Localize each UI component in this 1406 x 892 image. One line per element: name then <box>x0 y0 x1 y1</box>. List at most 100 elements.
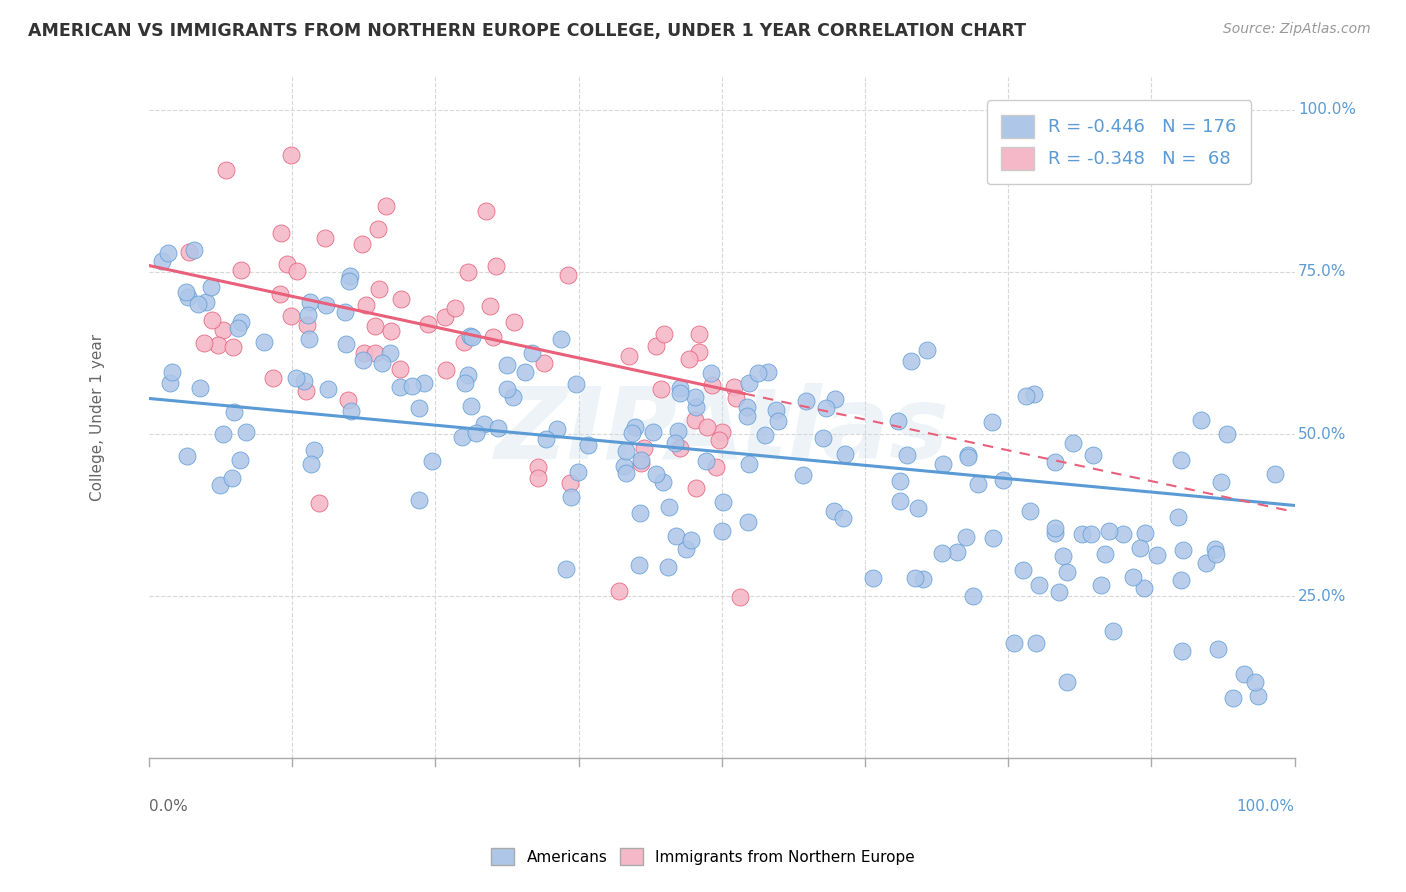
Point <box>915 343 938 357</box>
Point <box>560 490 582 504</box>
Point <box>955 530 977 544</box>
Point <box>457 368 479 383</box>
Point <box>628 558 651 572</box>
Point <box>747 366 769 380</box>
Point <box>834 447 856 461</box>
Point <box>1062 436 1084 450</box>
Point <box>177 290 200 304</box>
Point <box>911 572 934 586</box>
Point <box>688 327 710 342</box>
Point <box>756 365 779 379</box>
Point <box>229 263 252 277</box>
Point <box>297 318 319 333</box>
Point <box>641 425 664 440</box>
Point <box>389 362 412 376</box>
Point <box>335 337 357 351</box>
Point <box>1170 453 1192 467</box>
Point <box>1015 389 1038 403</box>
Point <box>1052 549 1074 564</box>
Point <box>967 476 990 491</box>
Point <box>896 448 918 462</box>
Point <box>276 257 298 271</box>
Point <box>339 404 361 418</box>
Point <box>513 365 536 379</box>
Point <box>907 500 929 515</box>
Point <box>1264 467 1286 481</box>
Point <box>565 377 588 392</box>
Point <box>1002 636 1025 650</box>
Point <box>527 471 550 485</box>
Point <box>1122 569 1144 583</box>
Point <box>617 349 640 363</box>
Point <box>298 332 321 346</box>
Point <box>315 298 337 312</box>
Point <box>371 356 394 370</box>
Point <box>316 382 339 396</box>
Point <box>1189 413 1212 427</box>
Point <box>614 467 637 481</box>
Legend: Americans, Immigrants from Northern Europe: Americans, Immigrants from Northern Euro… <box>485 842 921 871</box>
Point <box>1056 565 1078 579</box>
Point <box>388 380 411 394</box>
Point <box>1012 563 1035 577</box>
Text: 50.0%: 50.0% <box>1298 426 1347 442</box>
Point <box>831 510 853 524</box>
Point <box>413 376 436 390</box>
Point <box>302 443 325 458</box>
Point <box>1022 386 1045 401</box>
Point <box>981 531 1004 545</box>
Point <box>981 415 1004 429</box>
Point <box>738 457 761 471</box>
Point <box>356 298 378 312</box>
Point <box>434 363 457 377</box>
Point <box>496 358 519 372</box>
Point <box>308 496 330 510</box>
Point <box>401 379 423 393</box>
Legend: R = -0.446   N = 176, R = -0.348   N =  68: R = -0.446 N = 176, R = -0.348 N = 68 <box>987 100 1251 185</box>
Point <box>1132 582 1154 596</box>
Point <box>292 374 315 388</box>
Point <box>904 571 927 585</box>
Point <box>633 441 655 455</box>
Point <box>221 470 243 484</box>
Point <box>434 310 457 324</box>
Point <box>614 444 637 458</box>
Point <box>607 584 630 599</box>
Point <box>613 459 636 474</box>
Point <box>685 400 707 414</box>
Point <box>212 322 235 336</box>
Point <box>546 421 568 435</box>
Point <box>353 345 375 359</box>
Text: 100.0%: 100.0% <box>1237 799 1295 814</box>
Point <box>1195 556 1218 570</box>
Point <box>458 328 481 343</box>
Point <box>766 415 789 429</box>
Point <box>704 460 727 475</box>
Point <box>1247 689 1270 703</box>
Point <box>946 544 969 558</box>
Point <box>664 435 686 450</box>
Point <box>284 370 307 384</box>
Point <box>297 308 319 322</box>
Point <box>1098 524 1121 538</box>
Point <box>270 226 292 240</box>
Point <box>679 533 702 547</box>
Point <box>576 438 599 452</box>
Point <box>710 524 733 538</box>
Point <box>696 420 718 434</box>
Point <box>1094 547 1116 561</box>
Point <box>1043 455 1066 469</box>
Point <box>454 376 477 391</box>
Point <box>364 319 387 334</box>
Point <box>207 338 229 352</box>
Text: 25.0%: 25.0% <box>1298 589 1347 604</box>
Point <box>337 274 360 288</box>
Point <box>737 516 759 530</box>
Point <box>224 405 246 419</box>
Point <box>486 421 509 435</box>
Point <box>482 330 505 344</box>
Point <box>621 426 644 441</box>
Text: Source: ZipAtlas.com: Source: ZipAtlas.com <box>1223 22 1371 37</box>
Point <box>1080 526 1102 541</box>
Point <box>685 481 707 495</box>
